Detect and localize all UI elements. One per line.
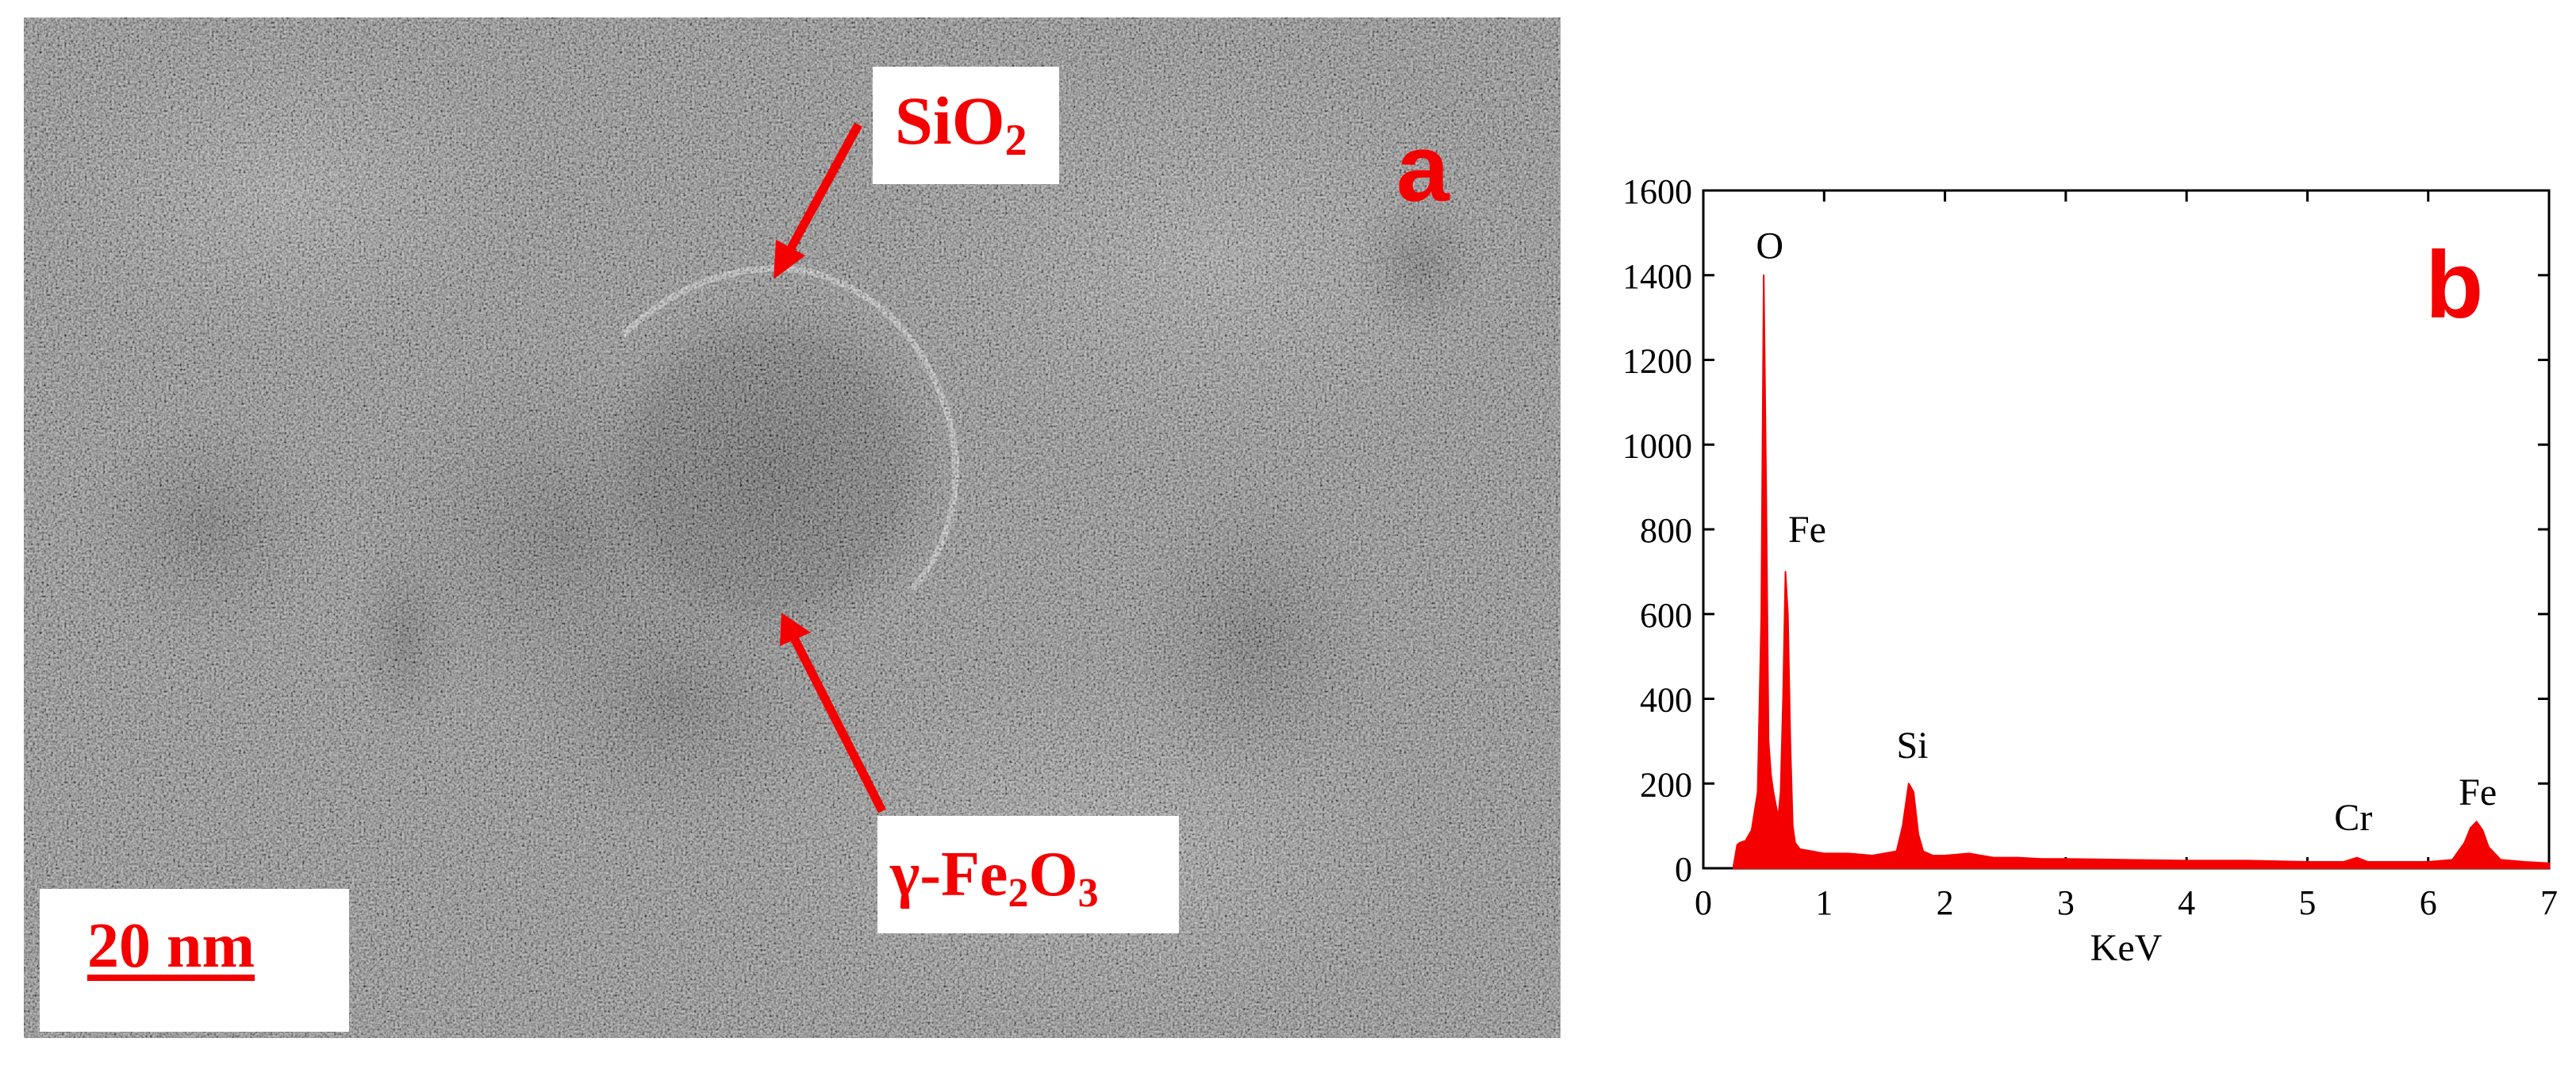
y-tick-label: 0 <box>1675 850 1692 889</box>
peak-label: Cr <box>2334 797 2372 839</box>
spectrum-series <box>1733 274 2550 869</box>
sio2-text: SiO <box>895 83 1005 159</box>
fe2o3-prefix: γ-Fe <box>890 840 1008 910</box>
x-tick-label: 0 <box>1695 883 1712 922</box>
x-tick-label: 6 <box>2420 883 2437 922</box>
y-tick-label: 600 <box>1640 596 1692 635</box>
fe2o3-subscript-1: 2 <box>1008 871 1029 916</box>
eds-chart: 0 200 400 600 800 1000 1200 1400 1600 0 1 2 3 4 5 6 7 O… <box>1622 172 2558 969</box>
sio2-arrow <box>783 122 862 258</box>
tem-texture <box>24 17 1561 1038</box>
fe2o3-label: γ-Fe2O3 <box>890 835 1099 933</box>
y-tick-label: 1400 <box>1622 257 1692 296</box>
peak-label: O <box>1756 225 1783 267</box>
plot-frame <box>1702 189 2551 870</box>
y-tick-label: 800 <box>1640 511 1692 550</box>
y-tick-label: 200 <box>1640 765 1692 804</box>
spectrum-area <box>1733 274 2550 869</box>
peak-label: Fe <box>2459 771 2497 813</box>
tem-micrograph: SiO2 a γ-Fe2O3 20 nm <box>24 17 1561 1038</box>
peak-label: Si <box>1896 725 1928 767</box>
scale-bar-box <box>40 889 349 1032</box>
y-tick-label: 1200 <box>1622 342 1692 381</box>
x-tick-label: 4 <box>2178 883 2195 922</box>
x-tick-label: 3 <box>2057 883 2075 922</box>
y-tick-label: 1600 <box>1622 172 1692 211</box>
panel-letter-b: b <box>2425 232 2483 338</box>
eds-spectrum-panel: 0 200 400 600 800 1000 1200 1400 1600 0 1 2 3 4 5 6 7 O… <box>1561 0 2576 1073</box>
x-tick-label: 7 <box>2540 883 2558 922</box>
peak-label: Fe <box>1788 509 1826 551</box>
y-tick-label: 400 <box>1640 681 1692 720</box>
y-axis: 0 200 400 600 800 1000 1200 1400 1600 <box>1622 172 2549 889</box>
panel-letter-a: a <box>1396 115 1449 221</box>
x-axis-label: KeV <box>2090 927 2163 969</box>
fe2o3-arrowhead <box>780 613 811 646</box>
x-tick-label: 5 <box>2298 883 2316 922</box>
fe2o3-label-box <box>877 816 1179 933</box>
y-tick-label: 1000 <box>1622 426 1692 465</box>
fe2o3-arrow <box>789 634 886 813</box>
noise-grain <box>24 17 1561 1038</box>
x-tick-label: 2 <box>1937 883 1954 922</box>
fe2o3-o: O <box>1028 840 1078 910</box>
peak-annotations: O Fe Si Cr Fe <box>1756 225 2497 839</box>
x-tick-label: 1 <box>1815 883 1833 922</box>
scale-bar-label: 20 nm <box>87 911 255 981</box>
sio2-subscript: 2 <box>1004 116 1027 165</box>
sio2-arrowhead <box>774 240 805 279</box>
sio2-label-box <box>873 67 1059 184</box>
sio2-label: SiO2 <box>895 81 1027 180</box>
fe2o3-subscript-2: 3 <box>1077 871 1099 916</box>
